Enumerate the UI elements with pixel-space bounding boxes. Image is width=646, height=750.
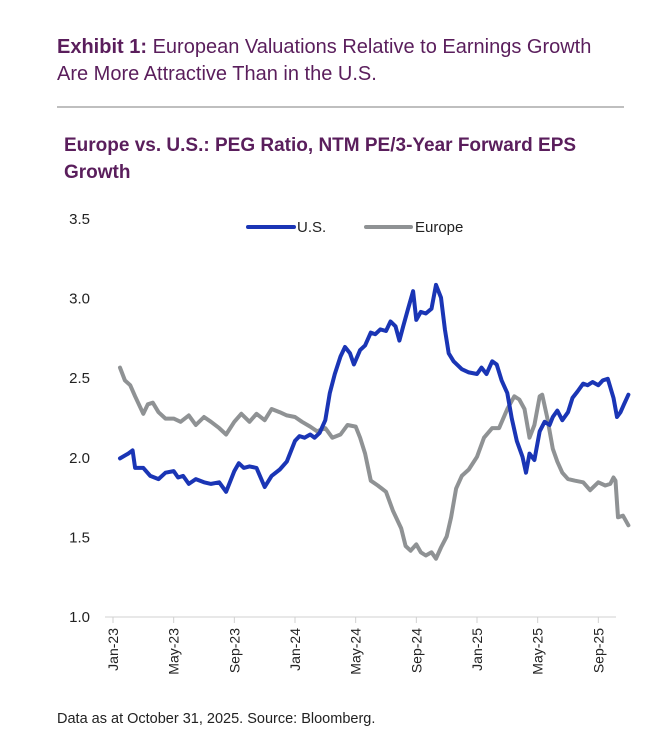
y-tick-label: 2.5 xyxy=(69,370,90,387)
series-layer xyxy=(118,282,631,561)
x-tick-label: Jan-25 xyxy=(469,628,485,671)
exhibit-label: Exhibit 1: xyxy=(57,36,148,58)
y-tick-label: 3.0 xyxy=(69,291,90,308)
legend-label: U.S. xyxy=(297,219,326,236)
divider xyxy=(57,106,624,108)
exhibit-title: Exhibit 1: European Valuations Relative … xyxy=(57,34,617,88)
chart-title: Europe vs. U.S.: PEG Ratio, NTM PE/3-Yea… xyxy=(64,135,577,183)
x-tick-label: Sep-23 xyxy=(226,628,242,673)
y-tick-label: 3.5 xyxy=(69,211,90,228)
y-tick-label: 2.0 xyxy=(69,450,90,467)
exhibit-title-text: European Valuations Relative to Earnings… xyxy=(57,36,592,85)
y-tick-label: 1.5 xyxy=(69,529,90,546)
x-tick-label: May-24 xyxy=(348,628,364,675)
series-line-us xyxy=(118,282,631,494)
x-tick-label: Jan-24 xyxy=(287,628,303,671)
legend-label: Europe xyxy=(415,219,463,236)
legend: U.S. Europe xyxy=(246,219,463,236)
source-note: Data as at October 31, 2025. Source: Blo… xyxy=(57,711,376,727)
x-axis: Jan-23 May-23 Sep-23 Jan-24 May-24 Sep-24 Jan-… xyxy=(105,616,616,675)
x-tick-label: Sep-24 xyxy=(408,628,424,673)
y-axis: 1.0 1.5 2.0 2.5 3.0 3.5 xyxy=(69,211,90,626)
series-line-europe xyxy=(118,365,631,561)
y-tick-label: 1.0 xyxy=(69,609,90,626)
x-tick-label: Jan-23 xyxy=(105,628,121,671)
x-tick-label: May-25 xyxy=(530,628,546,675)
x-tick-label: May-23 xyxy=(166,628,182,675)
x-tick-label: Sep-25 xyxy=(590,628,606,673)
